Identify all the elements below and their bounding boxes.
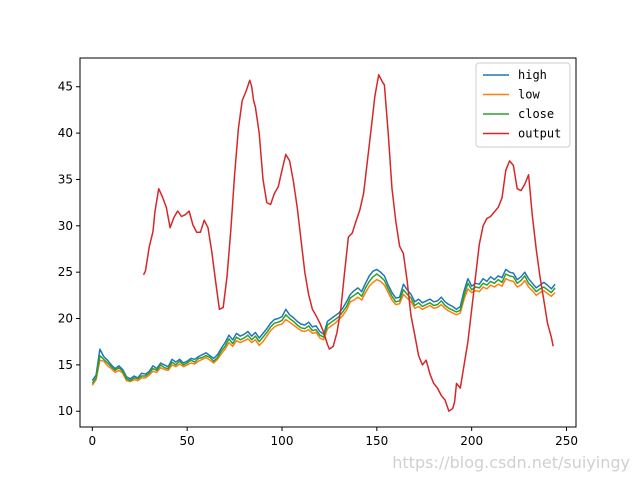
- y-tick-label: 40: [58, 126, 73, 140]
- y-tick-label: 25: [58, 265, 73, 279]
- y-tick-label: 45: [58, 80, 73, 94]
- x-axis: 0 50 100 150 200 250: [89, 427, 578, 448]
- y-tick-label: 30: [58, 219, 73, 233]
- plot-lines: [91, 73, 556, 412]
- y-tick-label: 20: [58, 312, 73, 326]
- x-tick-label: 50: [180, 434, 195, 448]
- y-tick-label: 10: [58, 404, 73, 418]
- x-tick-label: 200: [460, 434, 483, 448]
- y-tick-label: 35: [58, 172, 73, 186]
- legend-label-output: output: [518, 127, 561, 141]
- legend-label-close: close: [518, 107, 554, 121]
- y-axis: 10 15 20 25 30 35 40 45: [58, 80, 80, 418]
- plot-frame: [79, 57, 577, 428]
- x-tick-label: 100: [271, 434, 294, 448]
- series-line-close: [91, 273, 556, 384]
- legend-box: [475, 62, 571, 148]
- series-line-high: [91, 268, 556, 382]
- x-tick-label: 250: [555, 434, 578, 448]
- legend: high low close output: [475, 62, 571, 148]
- legend-label-high: high: [518, 68, 547, 82]
- series-line-low: [91, 277, 556, 386]
- x-tick-label: 0: [89, 434, 97, 448]
- series-line-output: [142, 73, 554, 412]
- watermark: https://blog.csdn.net/suiyingy: [392, 453, 630, 472]
- x-tick-label: 150: [365, 434, 388, 448]
- legend-label-low: low: [518, 88, 540, 102]
- y-tick-label: 15: [58, 358, 73, 372]
